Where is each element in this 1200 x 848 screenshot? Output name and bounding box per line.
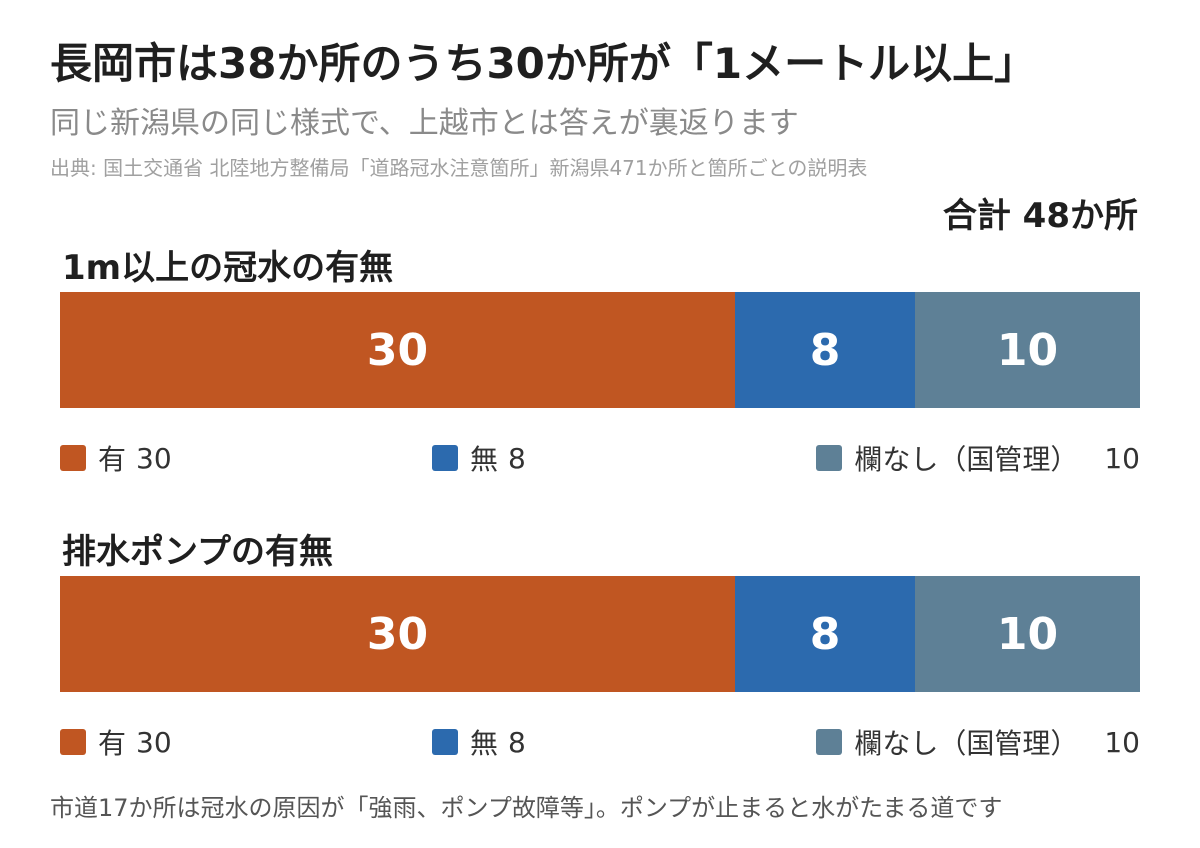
legend-swatch-none [816,729,843,755]
bar-segment-none: 10 [915,576,1140,692]
bar-segment-yes: 30 [60,292,735,408]
legend-value-none: 10 [1104,441,1140,475]
chart-2-title: 排水ポンプの有無 [62,532,333,572]
legend-label-no: 無 [470,443,499,476]
bar-segment-no: 8 [735,292,915,408]
legend-value-no: 8 [508,725,526,759]
bar-segment-none: 10 [915,292,1140,408]
bar-segment-yes: 30 [60,576,735,692]
legend-value-no: 8 [508,441,526,475]
chart-1-stacked-bar: 30 8 10 [60,292,1140,408]
data-label-no: 8 [809,324,841,376]
legend-item-none: 欄なし（国管理） 10 [816,438,1140,478]
data-label-none: 10 [996,608,1059,660]
data-label-yes: 30 [366,324,429,376]
data-label-yes: 30 [366,608,429,660]
data-label-no: 8 [809,608,841,660]
legend-swatch-yes [60,445,86,471]
legend-label-none: 欄なし（国管理） [854,443,1079,476]
source-note: 出典: 国土交通省 北陸地方整備局「道路冠水注意箇所」新潟県471か所と箇所ごと… [50,156,868,180]
data-label-none: 10 [996,324,1059,376]
legend-value-none: 10 [1104,725,1140,759]
page-title: 長岡市は38か所のうち30か所が「1メートル以上」 [50,39,1037,88]
legend-label-no: 無 [470,727,499,760]
legend-label-none: 欄なし（国管理） [854,727,1079,760]
footnote: 市道17か所は冠水の原因が「強雨、ポンプ故障等」。ポンプが止まると水がたまる道で… [50,794,1003,822]
legend-item-yes: 有 30 [60,722,172,762]
legend-label-yes: 有 [98,727,127,760]
bar-segment-no: 8 [735,576,915,692]
legend-swatch-yes [60,729,86,755]
legend-swatch-no [432,445,458,471]
legend-swatch-no [432,729,458,755]
legend-label-yes: 有 [98,443,127,476]
legend-swatch-none [816,445,843,471]
chart-1-title: 1m以上の冠水の有無 [62,248,394,288]
total-count: 合計 48か所 [942,196,1138,236]
page-subtitle: 同じ新潟県の同じ様式で、上越市とは答えが裏返ります [50,106,799,141]
legend-item-yes: 有 30 [60,438,172,478]
legend-value-yes: 30 [136,725,172,759]
chart-2-stacked-bar: 30 8 10 [60,576,1140,692]
legend-value-yes: 30 [136,441,172,475]
legend-item-none: 欄なし（国管理） 10 [816,722,1140,762]
